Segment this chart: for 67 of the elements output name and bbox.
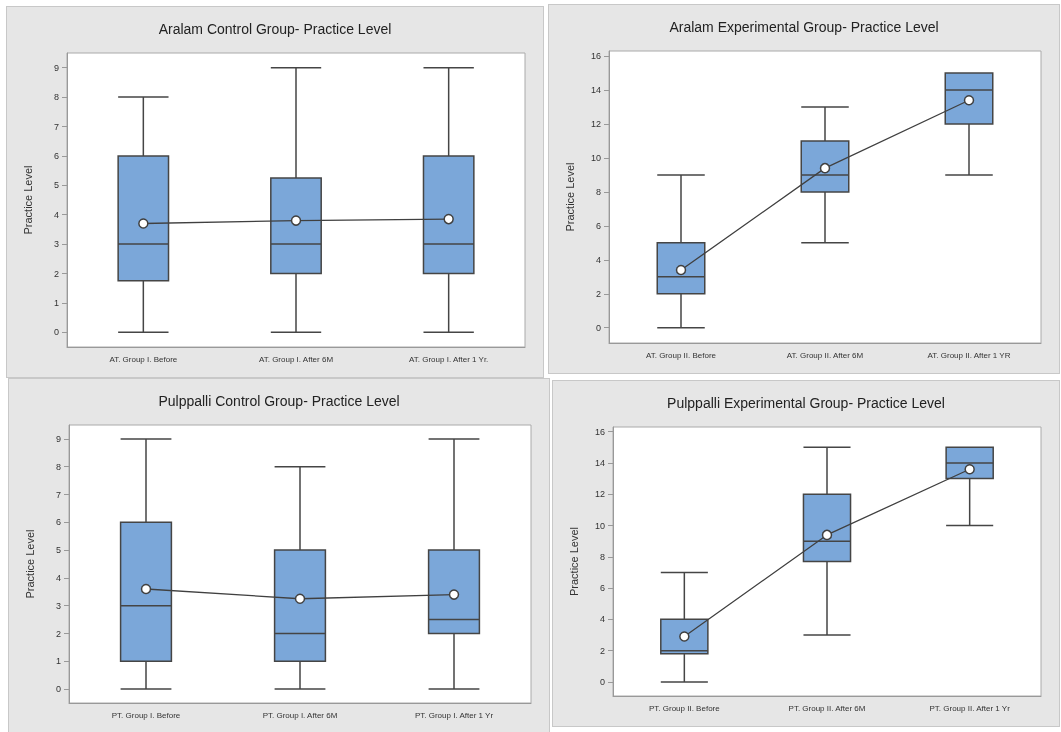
x-tick-label: PT. Group I. After 1 Yr	[414, 710, 494, 720]
y-tick-label: 10	[594, 520, 605, 531]
y-tick-label: 16	[590, 51, 601, 62]
y-tick-label: 5	[53, 180, 59, 191]
y-tick-label: 14	[594, 457, 605, 468]
point	[679, 631, 690, 642]
y-tick-label: 6	[595, 220, 601, 231]
y-tick-label: 6	[55, 517, 61, 528]
y-tick-label: 0	[595, 322, 601, 333]
point	[294, 593, 306, 604]
point	[448, 589, 460, 600]
y-tick-label: 3	[53, 239, 59, 250]
x-tick-label: PT. Group II. After 6M	[788, 703, 866, 713]
y-axis-title: Practice Level	[21, 165, 34, 235]
y-tick-label: 2	[599, 645, 605, 656]
y-tick-label: 7	[55, 489, 61, 500]
y-tick-label: 1	[55, 656, 61, 667]
y-tick-label: 16	[594, 426, 605, 437]
y-axis-title: Practice Level	[23, 529, 36, 599]
y-tick-label: 4	[595, 254, 601, 265]
y-tick-label: 6	[599, 583, 605, 594]
point	[140, 583, 152, 595]
y-tick-label: 12	[590, 119, 601, 129]
x-tick-label: AT. Group I. After 1 Yr.	[409, 354, 489, 364]
y-tick-label: 2	[53, 268, 59, 279]
y-tick-label: 8	[595, 186, 601, 197]
point	[964, 463, 975, 475]
x-tick-label: AT. Group II. After 1 YR	[927, 350, 1011, 360]
y-axis-title: Practice Level	[563, 162, 576, 232]
y-tick-label: 0	[599, 676, 605, 687]
y-tick-label: 1	[53, 297, 59, 308]
y-tick-label: 9	[53, 62, 59, 73]
x-tick-label: PT. Group I. After 6M	[262, 710, 338, 720]
chart-title: Aralam Experimental Group- Practice Level	[669, 19, 939, 35]
chart-title: Aralam Control Group- Practice Level	[158, 21, 392, 37]
point	[675, 264, 687, 276]
y-tick-label: 14	[590, 85, 601, 96]
y-tick-label: 2	[595, 288, 601, 299]
chart-title: Pulppalli Experimental Group- Practice Level	[667, 395, 945, 411]
y-tick-label: 4	[599, 614, 605, 625]
y-tick-label: 5	[55, 545, 61, 556]
y-tick-label: 4	[53, 209, 59, 220]
x-tick-label: PT. Group I. Before	[111, 710, 181, 720]
y-tick-label: 8	[53, 92, 59, 103]
y-tick-label: 7	[53, 121, 59, 132]
y-tick-label: 0	[55, 684, 61, 695]
x-tick-label: PT. Group II. Before	[648, 703, 721, 713]
y-tick-label: 9	[55, 433, 61, 444]
y-tick-label: 4	[55, 572, 61, 583]
x-tick-label: PT. Group II. After 1 Yr	[929, 703, 1011, 713]
point	[963, 94, 975, 106]
y-axis-title: Practice Level	[567, 526, 580, 597]
point	[821, 529, 833, 541]
point	[819, 162, 831, 174]
y-tick-label: 8	[599, 551, 605, 562]
x-tick-label: AT. Group II. Before	[645, 350, 717, 360]
y-tick-label: 3	[55, 600, 61, 611]
y-tick-label: 10	[590, 152, 601, 163]
y-tick-label: 2	[55, 628, 61, 639]
x-tick-label: AT. Group I. After 6M	[258, 354, 334, 364]
y-tick-label: 12	[594, 489, 605, 500]
y-tick-label: 0	[53, 327, 59, 338]
y-tick-label: 8	[55, 461, 61, 472]
x-tick-label: AT. Group II. After 6M	[786, 350, 864, 360]
y-tick-label: 6	[53, 150, 59, 161]
x-tick-label: AT. Group I. Before	[109, 354, 178, 364]
chart-title: Pulppalli Control Group- Practice Level	[158, 393, 400, 409]
